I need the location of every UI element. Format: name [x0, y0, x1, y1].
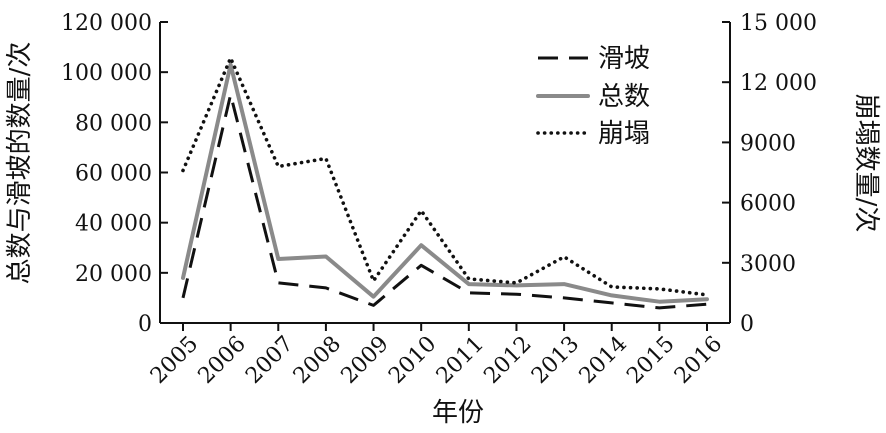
x-tick-label: 2006 [194, 332, 251, 389]
right-tick-label: 12 000 [740, 71, 817, 96]
x-tick-label: 2010 [384, 332, 441, 389]
left-y-axis-title: 总数与滑坡的数量/次 [5, 42, 35, 285]
x-tick-label: 2011 [432, 332, 489, 389]
series-line-1 [181, 62, 709, 304]
right-tick-label: 9000 [740, 131, 796, 156]
x-tick-label: 2009 [337, 332, 394, 389]
legend-label-landslide: 滑坡 [598, 44, 650, 74]
left-tick-label: 100 000 [61, 61, 152, 86]
x-tick-label: 2012 [479, 332, 536, 389]
x-tick-label: 2013 [527, 332, 584, 389]
right-tick-label: 3000 [740, 252, 796, 277]
legend: 滑坡 总数 崩塌 [536, 44, 650, 149]
left-tick-label: 120 000 [61, 11, 152, 36]
right-tick-label: 15 000 [740, 11, 817, 36]
left-tick-label: 40 000 [75, 212, 152, 237]
right-tick-label: 0 [740, 312, 754, 337]
x-tick-label: 2005 [146, 332, 203, 389]
plot-lines [181, 56, 709, 310]
x-tick-label: 2014 [575, 332, 632, 389]
x-tick-label: 2007 [241, 332, 298, 389]
left-ticks: 0 20 000 40 000 60 000 80 000 100 000 120 000 [61, 11, 168, 337]
x-tick-label: 2016 [670, 332, 727, 389]
left-tick-label: 80 000 [75, 111, 152, 136]
left-tick-label: 20 000 [75, 262, 152, 287]
series-line-2 [181, 56, 709, 297]
legend-label-collapse: 崩塌 [598, 119, 650, 149]
legend-label-total: 总数 [598, 82, 650, 112]
right-ticks: 0 3000 6000 9000 12 000 15 000 [722, 11, 817, 337]
x-tick-label: 2008 [289, 332, 346, 389]
right-tick-label: 6000 [740, 192, 796, 217]
left-tick-label: 0 [138, 312, 152, 337]
right-y-axis-title: 崩塌数量/次 [851, 94, 881, 233]
series-line-0 [181, 93, 708, 310]
x-axis-title: 年份 [432, 398, 484, 428]
x-tick-label: 2015 [622, 332, 679, 389]
x-ticks: 2005200620072008200920102011201220132014… [146, 323, 727, 389]
left-tick-label: 60 000 [75, 162, 152, 187]
